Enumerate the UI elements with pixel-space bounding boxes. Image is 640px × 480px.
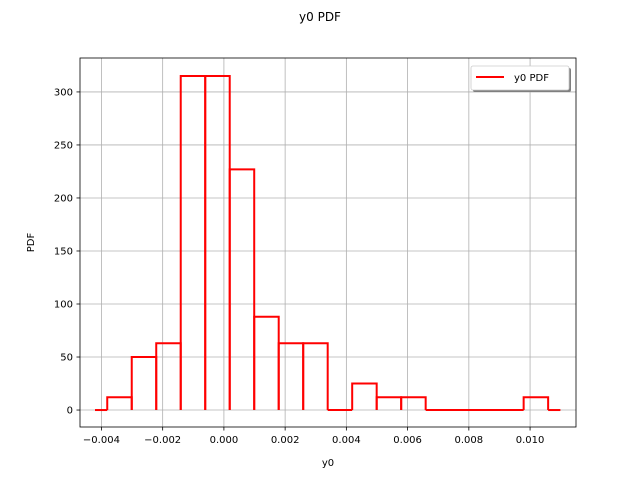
- chart-title: y0 PDF: [299, 10, 341, 24]
- plot-area: [95, 75, 561, 412]
- x-tick-label: 0.006: [393, 435, 422, 446]
- x-tick-label: 0.010: [516, 435, 545, 446]
- x-tick-label: 0.004: [332, 435, 361, 446]
- y-axis-label: PDF: [26, 233, 37, 253]
- x-tick-label: 0.000: [210, 435, 239, 446]
- y-tick-label: 200: [54, 193, 73, 204]
- x-tick-label: −0.004: [83, 435, 120, 446]
- legend-box: [470, 65, 570, 91]
- y-tick-label: 150: [54, 246, 73, 257]
- y-tick-label: 250: [54, 140, 73, 151]
- x-tick-label: 0.002: [271, 435, 300, 446]
- histogram-bin: [228, 168, 256, 411]
- y-tick-label: 50: [60, 353, 73, 364]
- histogram-bin: [302, 342, 329, 411]
- y-tick-label: 300: [54, 87, 73, 98]
- axes-frame: [79, 57, 577, 428]
- x-axis-label: y0: [322, 458, 334, 469]
- y-axis-ticks: 0 50 100 150 200 250 300: [54, 87, 80, 417]
- y-tick-label: 0: [67, 406, 73, 417]
- legend: y0 PDF: [470, 65, 571, 92]
- x-tick-label: 0.008: [455, 435, 484, 446]
- x-axis-ticks: −0.004 −0.002 0.000 0.002 0.004 0.006 0.008 0.0…: [83, 427, 544, 446]
- histogram-bin: [400, 396, 427, 411]
- x-tick-label: −0.002: [144, 435, 181, 446]
- y-tick-label: 100: [54, 300, 73, 311]
- histogram-bin: [522, 396, 550, 411]
- legend-label: y0 PDF: [514, 73, 549, 84]
